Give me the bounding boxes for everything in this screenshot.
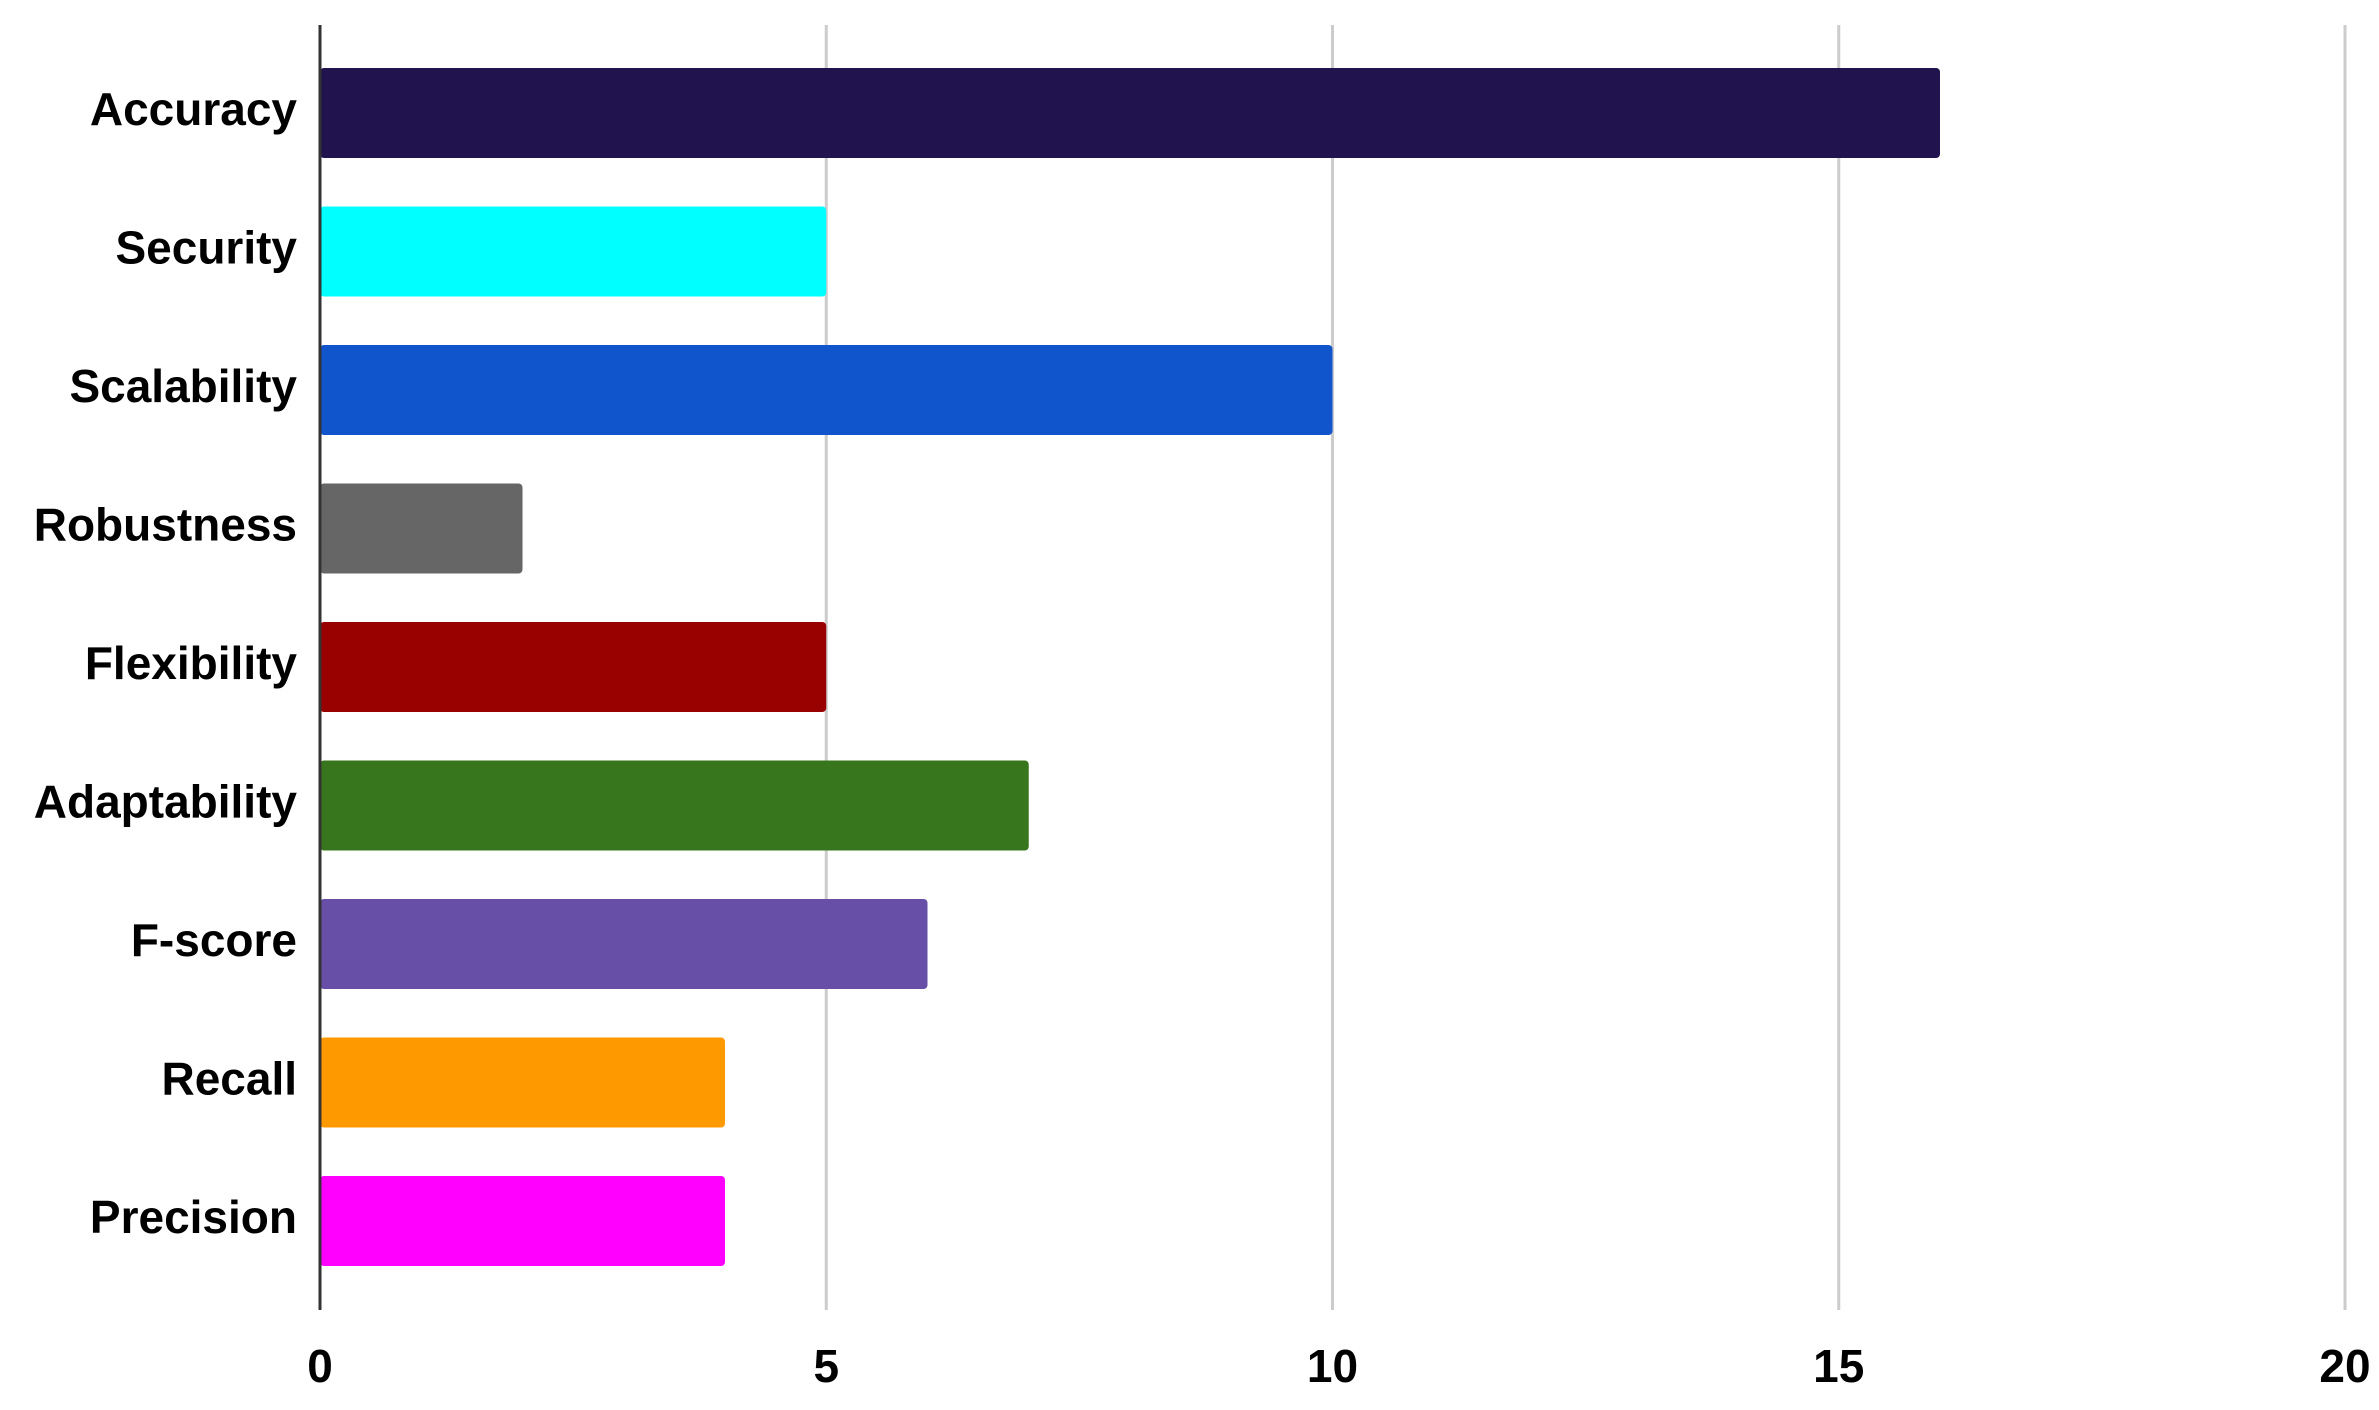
category-label-f-score: F-score [131,914,297,966]
bar-robustness [320,483,523,574]
category-label-security: Security [115,222,297,274]
bar-flexibility [320,622,827,712]
x-tick-label-20: 20 [2319,1340,2370,1392]
bar-accuracy [320,68,1940,158]
category-label-flexibility: Flexibility [85,637,298,689]
category-label-precision: Precision [90,1191,297,1243]
bar-recall [320,1037,725,1128]
category-label-scalability: Scalability [69,360,297,412]
category-labels: Accuracy Security Scalability Robustness Fle… [34,83,298,1243]
bar-precision [320,1176,725,1266]
category-label-robustness: Robustness [34,499,297,551]
bar-f-score [320,899,928,989]
bar-scalability [320,345,1333,435]
x-tick-label-5: 5 [813,1340,839,1392]
bar-adaptability [320,760,1029,851]
gridlines [824,25,2347,1310]
x-tick-label-10: 10 [1307,1340,1358,1392]
x-tick-label-0: 0 [307,1340,333,1392]
category-label-recall: Recall [161,1053,297,1105]
x-tick-labels: 0 5 10 15 20 [307,1340,2370,1392]
category-label-adaptability: Adaptability [34,776,298,828]
category-label-accuracy: Accuracy [90,83,298,135]
bar-security [320,206,827,297]
x-tick-label-15: 15 [1813,1340,1864,1392]
bars [320,68,1940,1266]
